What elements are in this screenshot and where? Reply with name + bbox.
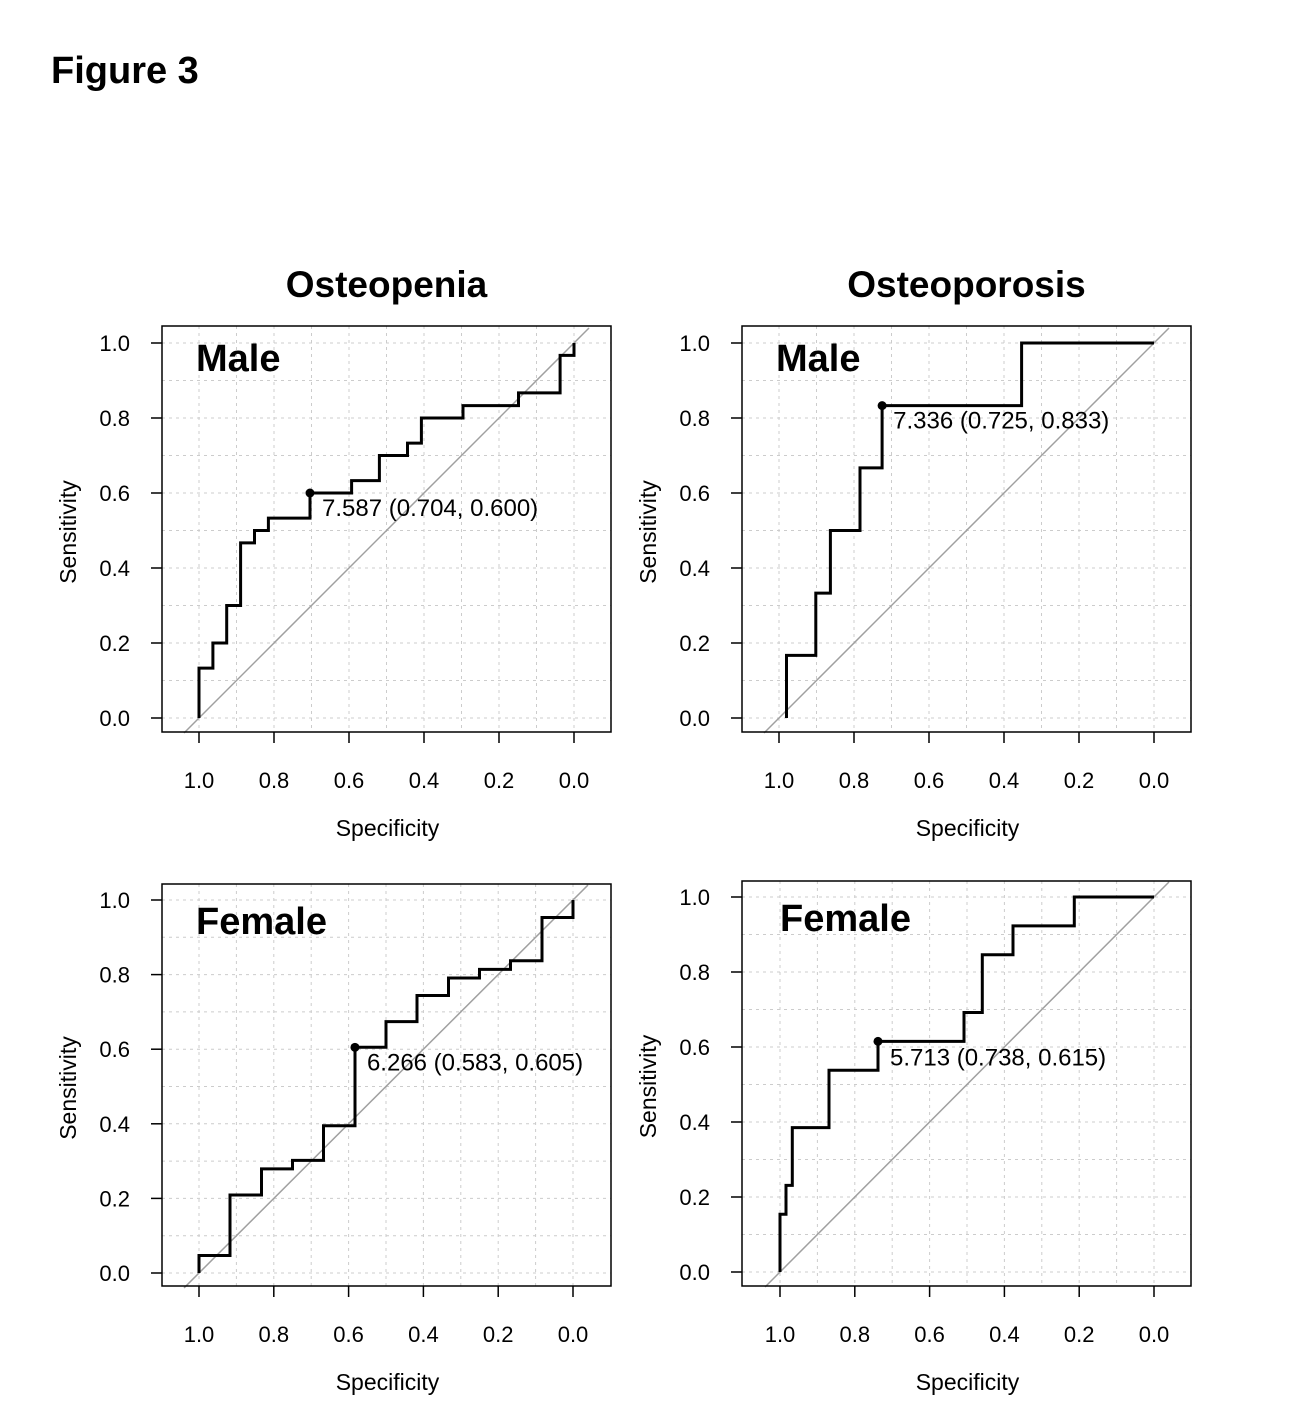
x-tick-label: 0.0	[559, 768, 590, 793]
x-tick-label: 0.4	[409, 768, 440, 793]
threshold-label: 7.587 (0.704, 0.600)	[322, 495, 538, 522]
x-tick-label: 1.0	[184, 1322, 215, 1347]
y-tick-label: 1.0	[99, 331, 130, 356]
x-tick-label: 0.0	[1139, 768, 1170, 793]
diagonal-reference-line	[763, 327, 1170, 734]
y-tick-label: 0.4	[99, 1112, 130, 1137]
y-axis-label: Sensitivity	[55, 1036, 81, 1140]
y-tick-label: 0.2	[99, 1186, 130, 1211]
x-tick-label: 0.2	[483, 1322, 514, 1347]
x-tick-label: 0.0	[558, 1322, 589, 1347]
y-tick-label: 0.8	[99, 406, 130, 431]
column-title-osteoporosis: Osteoporosis	[847, 264, 1086, 305]
roc-curve-male-osteopenia	[197, 343, 576, 718]
y-tick-label: 0.4	[679, 556, 710, 581]
threshold-label: 5.713 (0.738, 0.615)	[890, 1044, 1106, 1071]
x-axis-label: Specificity	[336, 1369, 440, 1395]
y-tick-label: 0.8	[679, 960, 710, 985]
diagonal-reference-line	[764, 881, 1170, 1288]
x-tick-label: 0.4	[989, 768, 1020, 793]
plot-frame	[161, 883, 612, 1287]
x-tick-label: 0.0	[1139, 1322, 1170, 1347]
roc-curve-female-osteoporosis	[778, 895, 1154, 1272]
threshold-point	[350, 1042, 360, 1052]
threshold-point	[873, 1036, 883, 1046]
y-tick-label: 0.0	[99, 1261, 130, 1286]
y-axis-label: Sensitivity	[635, 1034, 661, 1138]
x-tick-label: 0.6	[334, 768, 365, 793]
threshold-point	[305, 488, 315, 498]
x-tick-label: 0.8	[259, 1322, 290, 1347]
panel-label: Female	[196, 901, 327, 943]
threshold-point	[877, 401, 887, 411]
y-tick-label: 0.8	[99, 963, 130, 988]
plot-frame	[741, 325, 1192, 733]
y-tick-label: 1.0	[99, 888, 130, 913]
panel-label: Female	[780, 898, 911, 940]
x-tick-label: 0.6	[914, 768, 945, 793]
panel-label: Male	[196, 338, 280, 380]
x-tick-label: 0.2	[484, 768, 515, 793]
threshold-label: 7.336 (0.725, 0.833)	[893, 408, 1109, 435]
y-tick-label: 1.0	[679, 885, 710, 910]
panel-label: Male	[776, 338, 860, 380]
y-tick-label: 0.4	[99, 556, 130, 581]
x-tick-label: 1.0	[184, 768, 215, 793]
y-tick-label: 0.6	[679, 481, 710, 506]
y-tick-label: 0.6	[99, 481, 130, 506]
x-tick-label: 0.8	[259, 768, 290, 793]
y-tick-label: 0.0	[679, 1260, 710, 1285]
y-tick-label: 0.2	[99, 631, 130, 656]
x-tick-label: 0.2	[1064, 1322, 1095, 1347]
x-tick-label: 0.8	[840, 1322, 871, 1347]
x-tick-label: 0.4	[989, 1322, 1020, 1347]
column-title-osteopenia: Osteopenia	[285, 264, 488, 305]
figure-title: Figure 3	[51, 50, 199, 92]
x-tick-label: 0.6	[333, 1322, 364, 1347]
plot-frame	[741, 880, 1192, 1287]
y-axis-label: Sensitivity	[55, 480, 81, 584]
diagonal-reference-line	[183, 884, 589, 1289]
x-axis-label: Specificity	[336, 815, 440, 841]
y-tick-label: 0.0	[99, 706, 130, 731]
diagonal-reference-line	[183, 327, 590, 734]
x-tick-label: 1.0	[764, 768, 795, 793]
threshold-label: 6.266 (0.583, 0.605)	[367, 1049, 583, 1076]
x-tick-label: 0.2	[1064, 768, 1095, 793]
x-tick-label: 1.0	[765, 1322, 796, 1347]
y-tick-label: 0.8	[679, 406, 710, 431]
y-tick-label: 0.6	[679, 1035, 710, 1060]
y-tick-label: 0.4	[679, 1110, 710, 1135]
x-tick-label: 0.6	[914, 1322, 945, 1347]
x-axis-label: Specificity	[916, 1369, 1020, 1395]
roc-curve-male-osteoporosis	[785, 341, 1154, 718]
x-axis-label: Specificity	[916, 815, 1020, 841]
y-tick-label: 0.2	[679, 1185, 710, 1210]
y-tick-label: 0.0	[679, 706, 710, 731]
roc-curve-female-osteopenia	[197, 900, 575, 1273]
y-tick-label: 0.2	[679, 631, 710, 656]
y-tick-label: 1.0	[679, 331, 710, 356]
x-tick-label: 0.8	[839, 768, 870, 793]
plot-frame	[161, 325, 612, 733]
y-axis-label: Sensitivity	[635, 480, 661, 584]
x-tick-label: 0.4	[408, 1322, 439, 1347]
y-tick-label: 0.6	[99, 1037, 130, 1062]
